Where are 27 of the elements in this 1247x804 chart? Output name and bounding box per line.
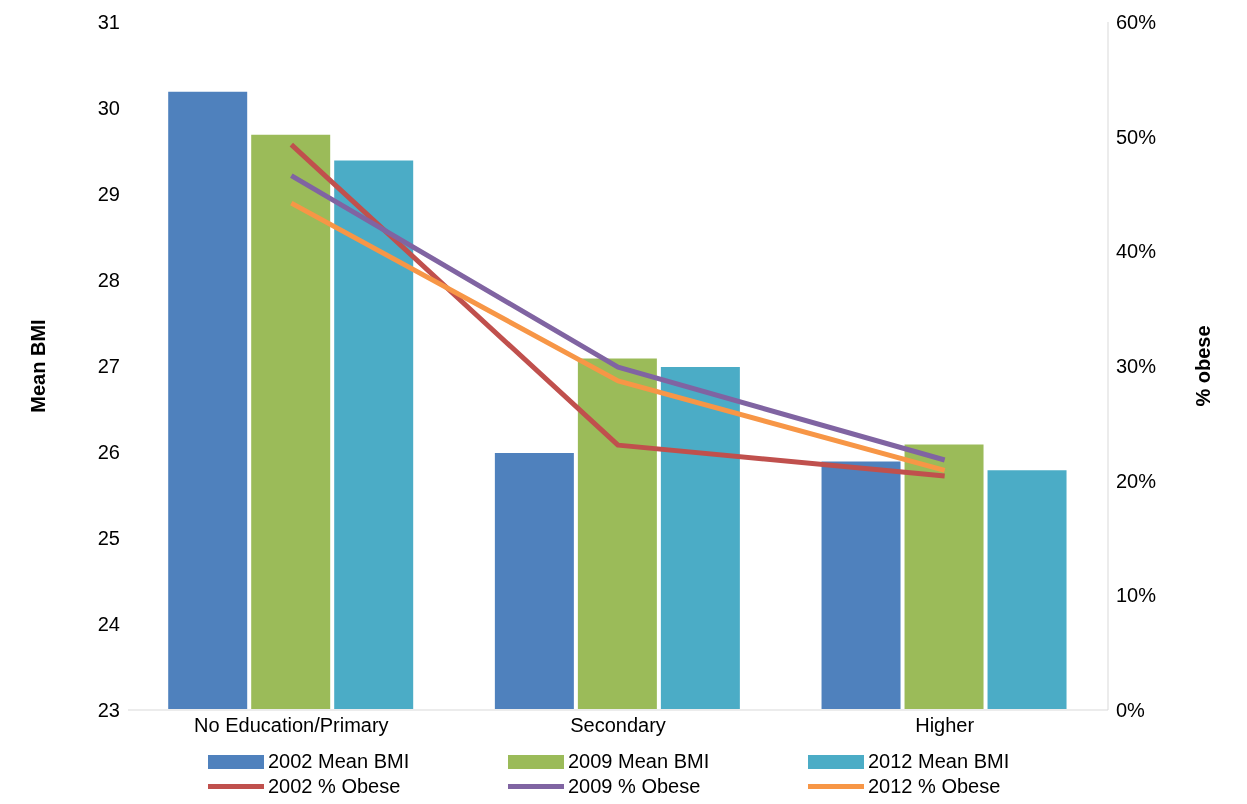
x-tick-label: Secondary (570, 714, 666, 737)
y-tick-label: 24 (97, 613, 120, 636)
y-tick-label: 30 (97, 97, 120, 120)
y2-tick-label: 40% (1116, 240, 1157, 263)
legend-label: 2012 % Obese (868, 775, 1001, 798)
y-tick-label: 29 (97, 183, 120, 206)
x-tick-label: Higher (915, 714, 975, 737)
legend-label: 2009 % Obese (568, 775, 701, 798)
legend-label: 2012 Mean BMI (868, 750, 1010, 773)
y-tick-label: 26 (97, 441, 120, 464)
y-tick-label: 28 (97, 269, 120, 292)
y2-tick-label: 20% (1116, 469, 1157, 492)
legend-label: 2009 Mean BMI (568, 750, 710, 773)
y2-tick-label: 30% (1116, 355, 1157, 378)
legend-label: 2002 % Obese (268, 775, 401, 798)
x-tick-label: No Education/Primary (194, 714, 389, 737)
y-tick-label: 23 (97, 699, 120, 722)
legend-label: 2002 Mean BMI (268, 750, 410, 773)
y-tick-label: 31 (97, 11, 120, 34)
y-tick-label: 27 (97, 355, 120, 378)
y2-tick-label: 0% (1116, 699, 1146, 722)
y2-tick-label: 50% (1116, 125, 1157, 148)
y-tick-label: 25 (97, 527, 120, 550)
y2-tick-label: 10% (1116, 584, 1157, 607)
y-axis-title: Mean BMI (27, 319, 50, 413)
y2-axis-title: % obese (1192, 325, 1215, 407)
y2-tick-label: 60% (1116, 11, 1157, 34)
